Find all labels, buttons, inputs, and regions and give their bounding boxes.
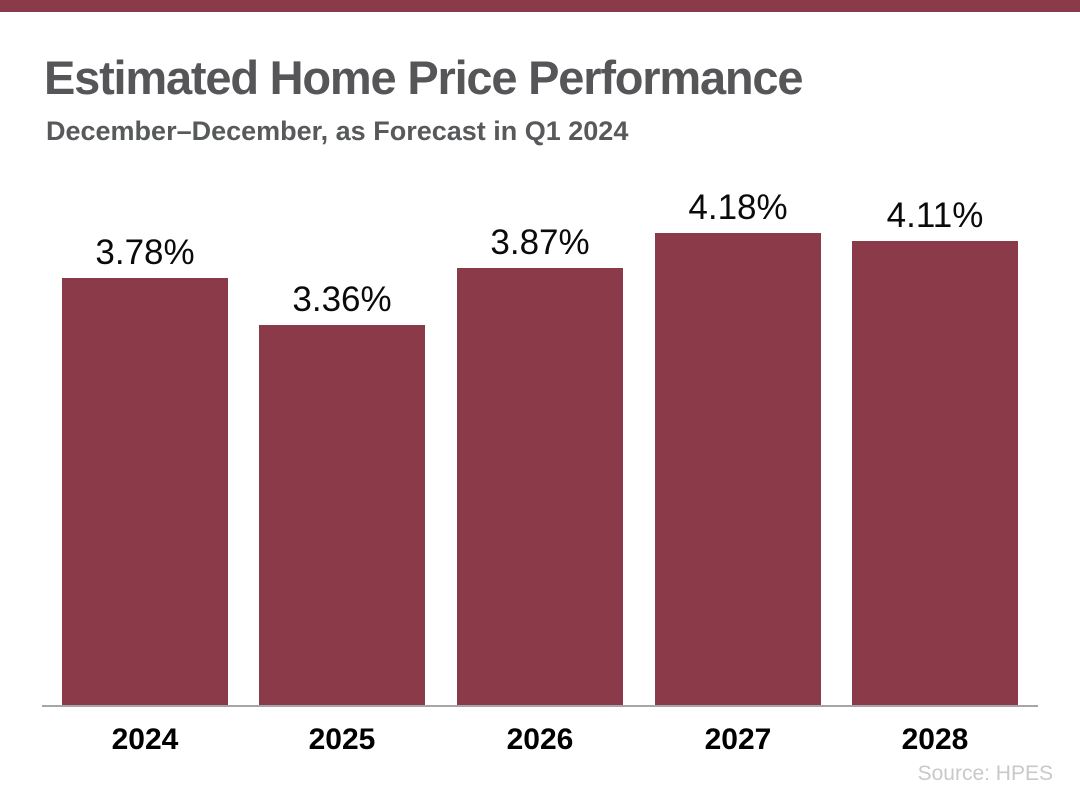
page-title: Estimated Home Price Performance	[44, 51, 804, 104]
source-credit: Source: HPES	[917, 762, 1053, 785]
bar-year-label: 2028	[901, 723, 969, 756]
bar-value-label: 4.18%	[688, 188, 788, 227]
x-axis-line	[42, 705, 1038, 707]
bar	[457, 268, 623, 705]
bar	[62, 278, 228, 705]
bar-value-label: 3.87%	[490, 223, 590, 262]
bar-value-label: 4.11%	[886, 196, 984, 235]
bar	[259, 325, 425, 705]
bar	[852, 241, 1018, 705]
bar-year-label: 2025	[308, 723, 376, 756]
bar-value-label: 3.36%	[292, 280, 392, 319]
page-subtitle: December–December, as Forecast in Q1 202…	[46, 116, 629, 146]
top-accent-bar	[0, 0, 1080, 12]
bar-year-label: 2026	[506, 723, 574, 756]
bar-year-label: 2024	[111, 723, 179, 756]
bar-year-label: 2027	[704, 723, 772, 756]
bar-value-label: 3.78%	[95, 233, 195, 272]
bar	[655, 233, 821, 705]
